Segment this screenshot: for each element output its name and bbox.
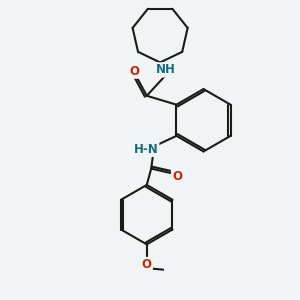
Text: H-N: H-N	[134, 143, 158, 156]
Text: O: O	[142, 258, 152, 271]
Text: O: O	[130, 64, 140, 78]
Text: NH: NH	[156, 63, 176, 76]
Text: O: O	[172, 169, 182, 182]
